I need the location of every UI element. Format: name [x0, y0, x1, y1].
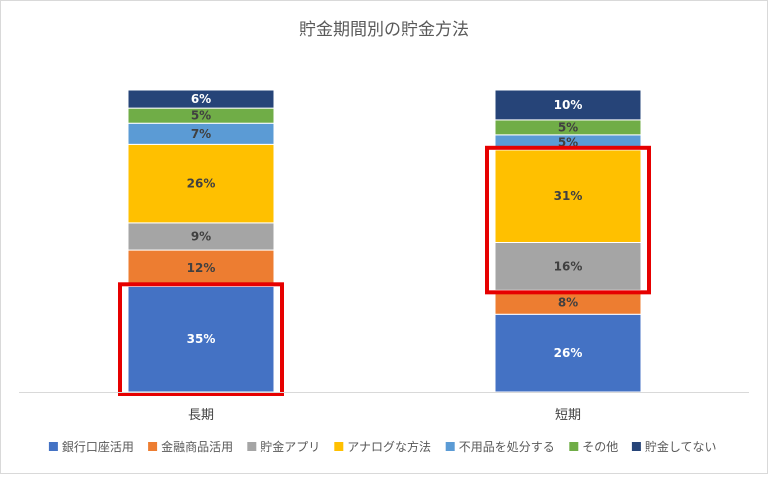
data-label: 8%	[558, 295, 578, 309]
data-label: 26%	[187, 177, 216, 191]
legend-swatch	[48, 442, 58, 451]
data-label: 9%	[191, 229, 211, 243]
legend-swatch	[148, 442, 158, 451]
data-label: 16%	[554, 259, 583, 273]
bar-segment-short-3	[494, 149, 642, 243]
legend-label: 銀行口座活用	[62, 439, 134, 454]
x-axis-labels: 長期 短期	[188, 408, 581, 423]
legend-label: 不用品を処分する	[459, 440, 555, 454]
data-label: 10%	[554, 98, 583, 112]
data-label: 6%	[191, 92, 211, 106]
plot-area: 35%12%9%26%7%5%6%26%8%16%31%5%5%10%	[118, 89, 651, 396]
data-label: 5%	[191, 109, 211, 123]
data-label: 12%	[187, 261, 216, 275]
highlight-box	[118, 282, 284, 396]
highlight-box	[485, 145, 651, 295]
bar-segment-long-0	[127, 285, 275, 393]
legend-label: その他	[582, 440, 618, 454]
bar-segment-long-6	[127, 89, 275, 109]
legend-swatch	[631, 442, 641, 451]
bar-segment-long-1	[127, 249, 275, 287]
legend-swatch	[334, 442, 344, 451]
legend: 銀行口座活用 金融商品活用 貯金アプリ アナログな方法 不用品を処分する その他 貯金してな…	[48, 439, 717, 454]
legend-label: 貯金アプリ	[260, 439, 320, 454]
category-label: 長期	[188, 408, 214, 423]
legend-label: アナログな方法	[347, 439, 431, 454]
category-label: 短期	[555, 408, 581, 423]
bar-segment-long-3	[127, 143, 275, 224]
bar-segment-short-6	[494, 89, 642, 121]
legend-swatch	[445, 442, 455, 451]
legend-label: 金融商品活用	[161, 439, 233, 454]
data-label: 5%	[558, 120, 578, 134]
legend-label: 貯金してない	[645, 439, 717, 454]
chart-title: 貯金期間別の貯金方法	[299, 20, 469, 40]
data-label: 26%	[554, 346, 583, 360]
data-label: 31%	[554, 189, 583, 203]
data-label: 7%	[191, 127, 211, 141]
legend-swatch	[569, 442, 579, 451]
legend-swatch	[247, 442, 257, 451]
data-label: 35%	[187, 332, 216, 346]
